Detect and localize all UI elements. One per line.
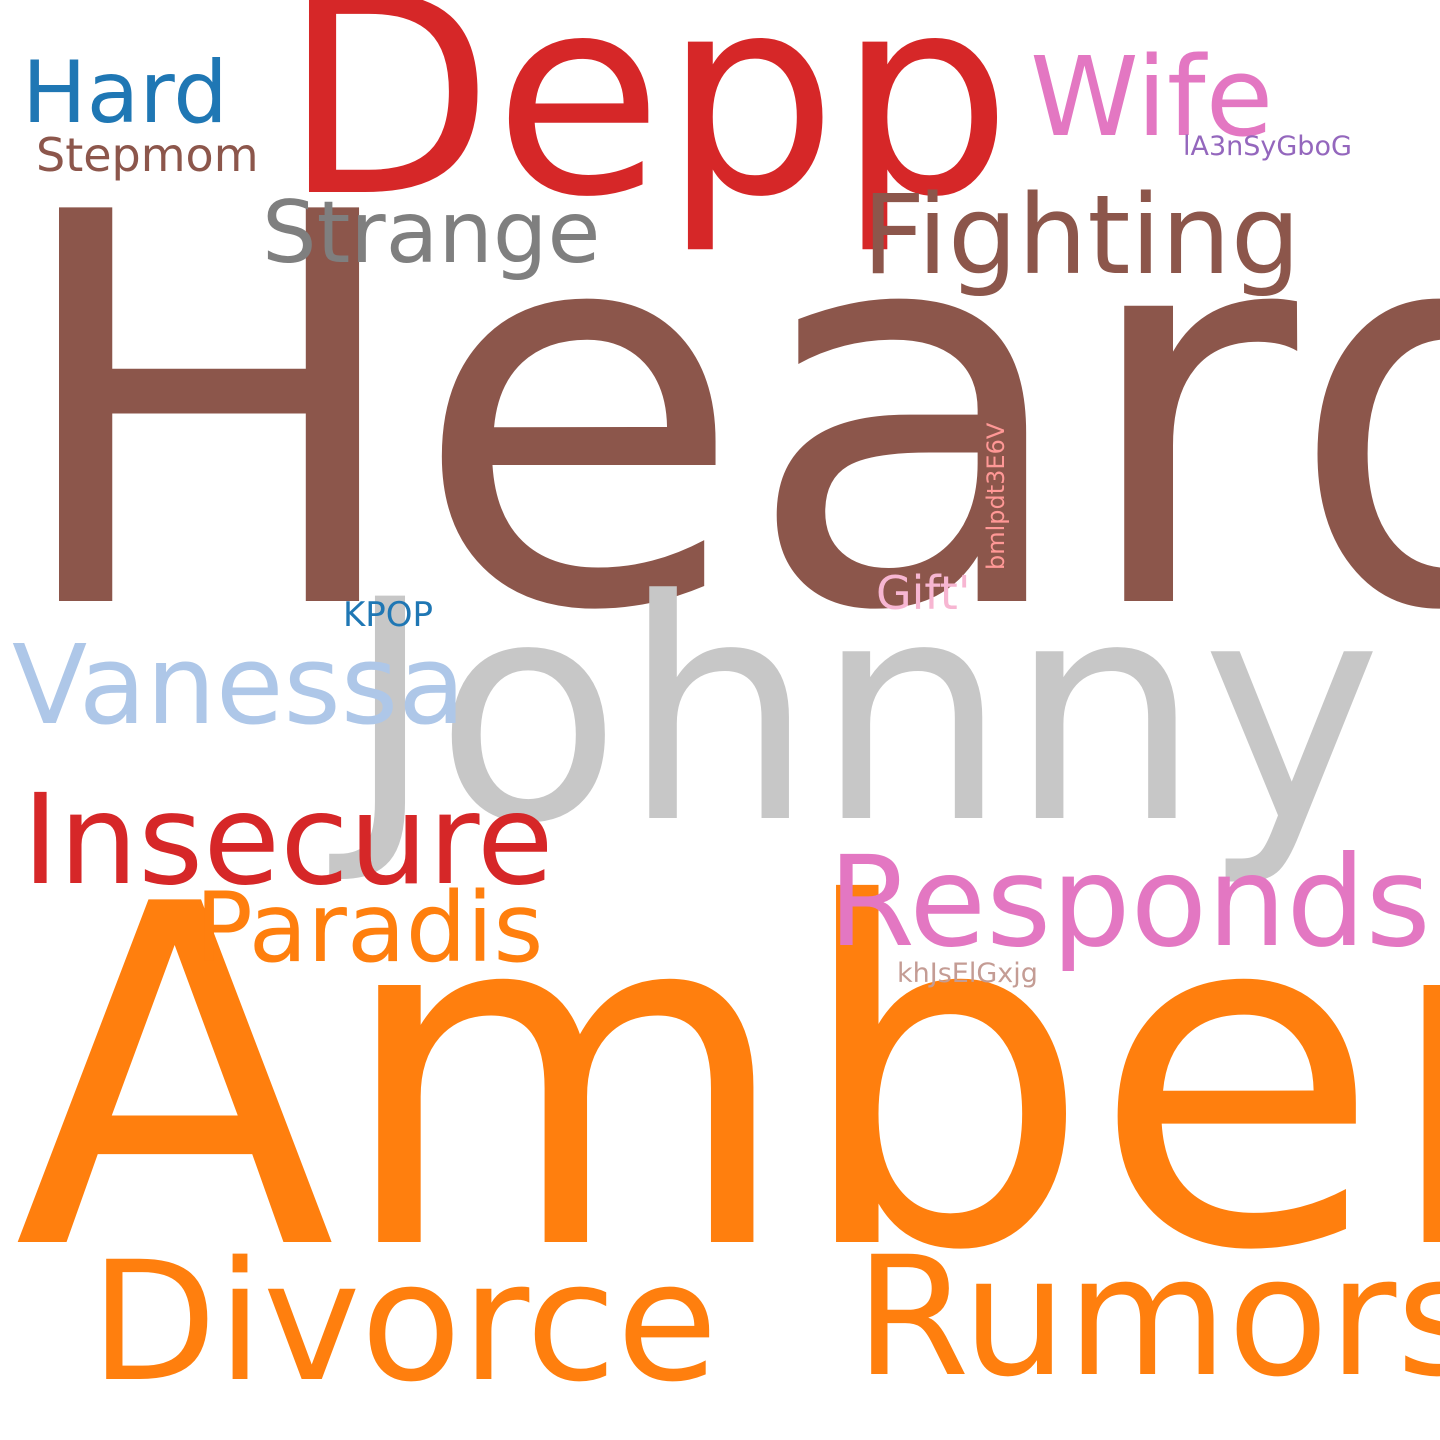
word-wife: Wife	[1030, 33, 1274, 161]
word-gift: Gift'	[876, 566, 971, 620]
word-fighting: Fighting	[862, 171, 1301, 299]
word-insecure: Insecure	[22, 768, 554, 913]
word-divorce: Divorce	[90, 1226, 718, 1418]
word-johnny: Johnny	[345, 535, 1382, 890]
word-code-1: lA3nSyGboG	[1183, 131, 1352, 162]
word-rumors: Rumors	[855, 1221, 1440, 1413]
word-heard: Heard	[6, 101, 1440, 729]
word-depp: Depp	[282, 0, 1013, 257]
word-strange: Strange	[262, 183, 601, 283]
word-code-3: khJsElGxjg	[897, 958, 1038, 989]
word-hard: Hard	[22, 43, 228, 143]
word-amber: Amber	[14, 806, 1440, 1353]
word-stepmom: Stepmom	[36, 128, 259, 182]
word-code-2: bmlpdt3E6V	[982, 422, 1010, 570]
word-responds: Responds	[828, 830, 1431, 975]
word-vanessa: Vanessa	[12, 621, 466, 749]
word-kpop: KPOP	[343, 595, 434, 635]
word-paradis: Paradis	[195, 872, 544, 984]
